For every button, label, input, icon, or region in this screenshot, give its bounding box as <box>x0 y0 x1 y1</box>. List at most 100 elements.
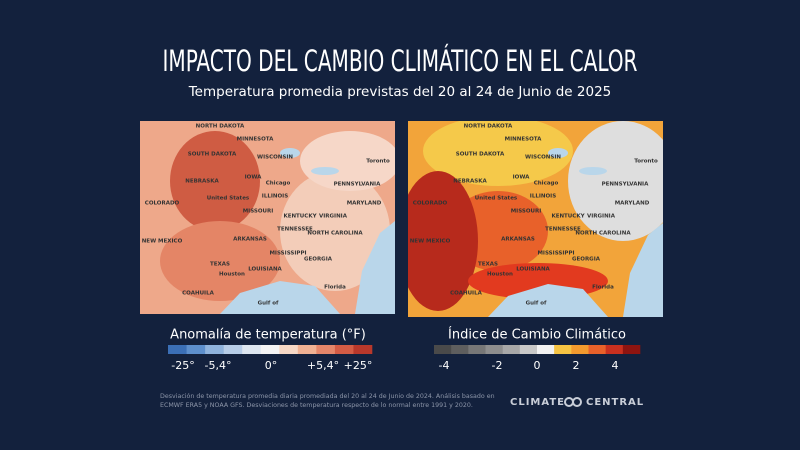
map-label: NEBRASKA <box>453 179 487 185</box>
map-label: NEW MEXICO <box>142 239 183 245</box>
legend-title: Anomalía de temperatura (°F) <box>170 328 366 343</box>
legend-label: +25° <box>344 359 373 372</box>
map-label: KENTUCKY <box>283 214 317 220</box>
map-label: LOUISIANA <box>516 267 550 273</box>
legend-title: Índice de Cambio Climático <box>448 327 626 343</box>
legend-swatch <box>485 345 503 354</box>
footnote: ECMWF ERA5 y NOAA GFS. Desviaciones de t… <box>160 402 473 409</box>
map-label: Gulf of <box>526 301 547 307</box>
map-label: TEXAS <box>478 262 498 268</box>
map-label: COAHUILA <box>182 291 214 297</box>
map-label: VIRGINIA <box>587 214 616 220</box>
map-label: United States <box>207 196 250 202</box>
map-label: SOUTH DAKOTA <box>456 152 505 158</box>
map-label: Houston <box>487 272 513 278</box>
legend-swatch <box>537 345 555 354</box>
legend-label: 4 <box>612 359 619 372</box>
legend-label: -5,4° <box>205 359 232 372</box>
map-label: NORTH DAKOTA <box>464 124 513 130</box>
map-label: NEBRASKA <box>185 179 219 185</box>
map-label: NORTH CAROLINA <box>575 231 631 237</box>
map-label: COLORADO <box>413 201 448 207</box>
map-label: GEORGIA <box>572 257 601 263</box>
map-label: Gulf of <box>258 301 279 307</box>
map-label: SOUTH DAKOTA <box>188 152 237 158</box>
map-label: NORTH CAROLINA <box>307 231 363 237</box>
map-label: TEXAS <box>210 262 230 268</box>
map-label: MISSOURI <box>511 209 542 215</box>
title: IMPACTO DEL CAMBIO CLIMÁTICO EN EL CALOR <box>163 44 638 78</box>
logo-text: CLIMATE <box>510 397 565 408</box>
logo-text: CENTRAL <box>586 397 644 408</box>
climate-shift-map: NORTH DAKOTA MINNESOTA SOUTH DAKOTA WISCONS… <box>408 121 663 317</box>
legend-swatch <box>205 345 224 354</box>
legend-swatch <box>588 345 606 354</box>
legend-label: +5,4° <box>307 359 339 372</box>
map-label: TENNESSEE <box>277 227 313 233</box>
legend-swatch <box>468 345 486 354</box>
map-label: NORTH DAKOTA <box>196 124 245 130</box>
map-label: United States <box>475 196 518 202</box>
footnote: Desviación de temperatura promedia diari… <box>160 392 495 400</box>
legend-swatch <box>571 345 589 354</box>
map-label: NEW MEXICO <box>410 239 451 245</box>
map-label: ARKANSAS <box>501 237 535 243</box>
legend-swatch <box>451 345 469 354</box>
legend-swatch <box>519 345 538 354</box>
map-label: MISSOURI <box>243 209 274 215</box>
map-label: KENTUCKY <box>551 214 585 220</box>
map-label: ILLINOIS <box>530 194 556 200</box>
legend-swatch <box>316 345 336 354</box>
map-label: PENNSYLVANIA <box>334 182 381 188</box>
map-label: TENNESSEE <box>545 227 581 233</box>
legend-swatch <box>334 345 354 354</box>
map-label: WISCONSIN <box>257 155 293 161</box>
legend-label: -25° <box>171 359 194 372</box>
map-label: ARKANSAS <box>233 237 267 243</box>
legend-label: 0° <box>265 359 278 372</box>
map-label: Toronto <box>634 159 658 165</box>
logo-icon <box>564 397 582 407</box>
map-label: Houston <box>219 272 245 278</box>
map-label: MISSISSIPPI <box>269 251 306 257</box>
map-label: VIRGINIA <box>319 214 348 220</box>
map-label: Toronto <box>366 159 390 165</box>
map-label: IOWA <box>245 175 263 181</box>
legend-swatch <box>502 345 521 354</box>
legend-swatch <box>605 345 624 354</box>
map-label: PENNSYLVANIA <box>602 182 649 188</box>
map-label: LOUISIANA <box>248 267 282 273</box>
legend-swatch <box>186 345 206 354</box>
legend-label: 0 <box>534 359 541 372</box>
legend-swatch <box>279 345 299 354</box>
map-label: MARYLAND <box>615 201 650 207</box>
map-label: GEORGIA <box>304 257 333 263</box>
map-label: MARYLAND <box>347 201 382 207</box>
legend-swatch <box>260 345 280 354</box>
legend-label: -2 <box>492 359 503 372</box>
legend-swatch <box>434 345 452 354</box>
legend-swatch <box>297 345 317 354</box>
map-label: COAHUILA <box>450 291 482 297</box>
legend-swatch <box>242 345 262 354</box>
map-label: MINNESOTA <box>237 137 274 143</box>
map-label: MISSISSIPPI <box>537 251 574 257</box>
map-label: Chicago <box>534 181 559 187</box>
map-label: IOWA <box>513 175 531 181</box>
map-label: Chicago <box>266 181 291 187</box>
map-label: MINNESOTA <box>505 137 542 143</box>
legend-label: -4 <box>439 359 450 372</box>
temperature-map: NORTH DAKOTA MINNESOTA SOUTH DAKOTA WISCONS… <box>140 121 395 314</box>
map-label: Florida <box>592 285 614 291</box>
map-label: ILLINOIS <box>262 194 288 200</box>
legend-swatch <box>168 345 187 354</box>
map-label: Florida <box>324 285 346 291</box>
legend-swatch <box>554 345 572 354</box>
legend-swatch <box>353 345 373 354</box>
legend-swatch <box>223 345 243 354</box>
legend-label: 2 <box>573 359 580 372</box>
map-label: WISCONSIN <box>525 155 561 161</box>
legend-swatch <box>622 345 641 354</box>
